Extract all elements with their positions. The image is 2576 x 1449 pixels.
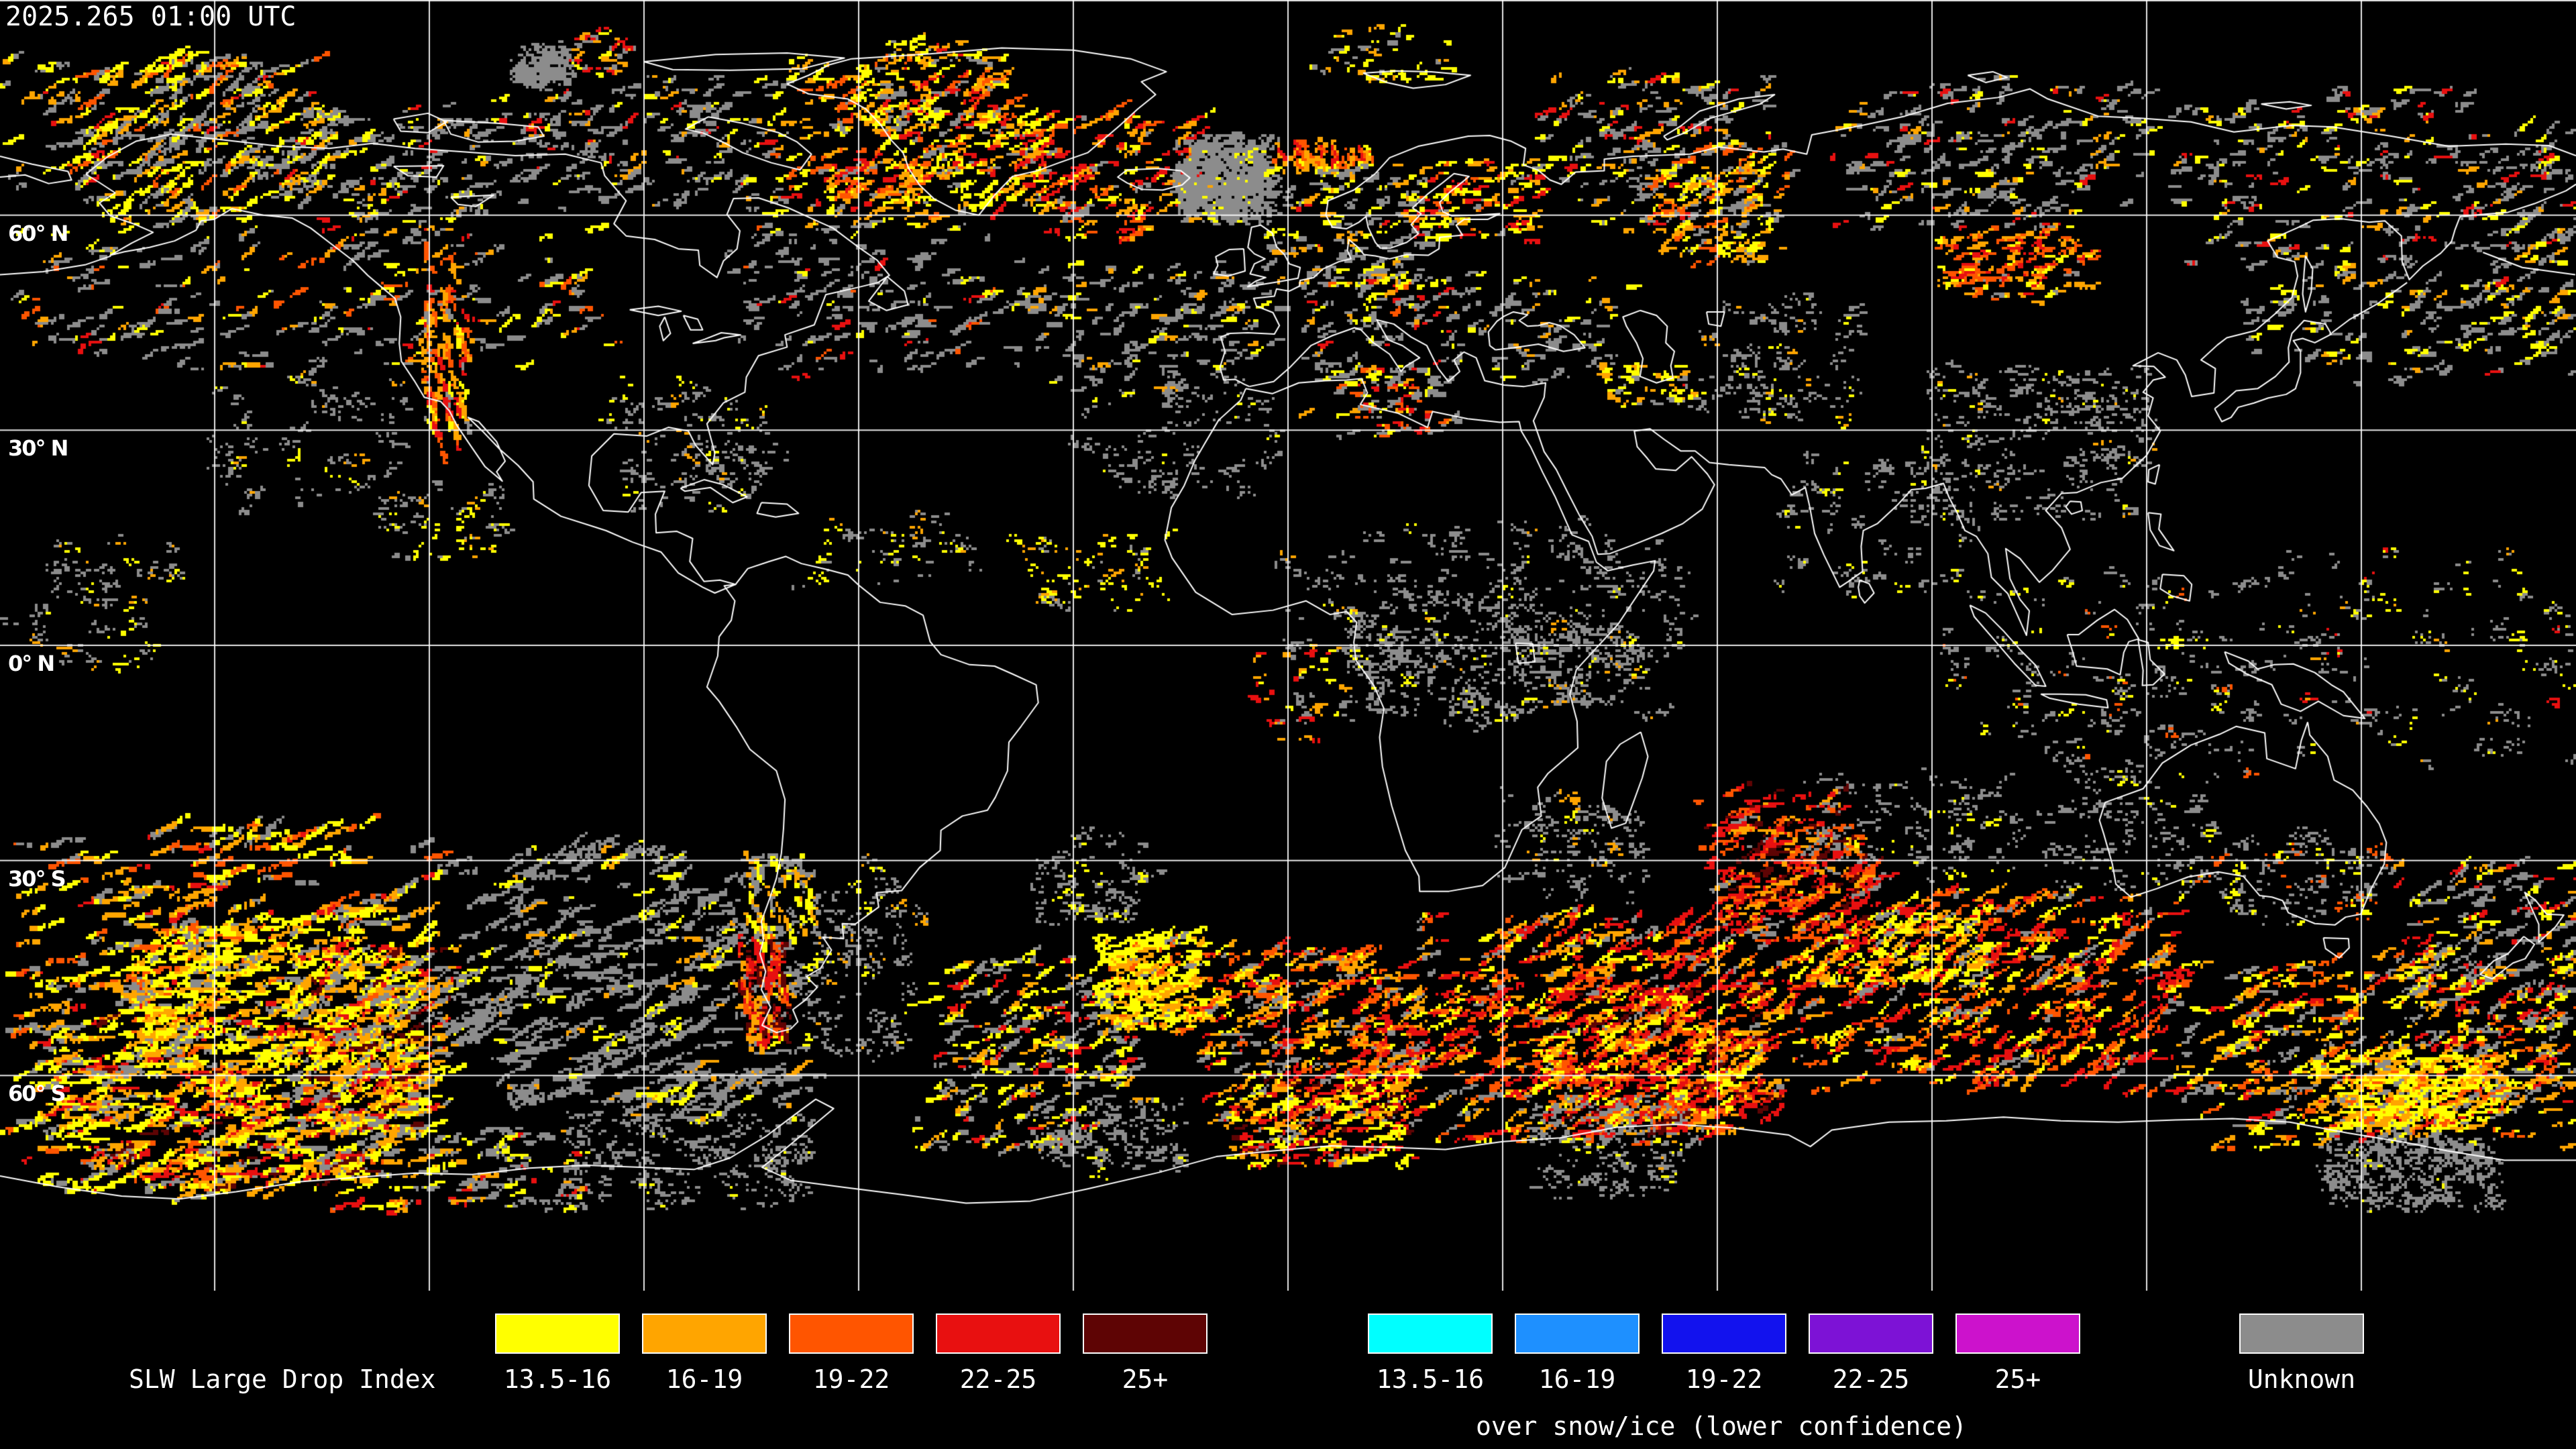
legend-swatch-label: 13.5-16 (503, 1364, 612, 1394)
legend-swatch (1662, 1313, 1786, 1354)
legend-item: 19-22 (789, 1313, 914, 1394)
legend-swatch (495, 1313, 620, 1354)
legend-swatch-label: 22-25 (1832, 1364, 1910, 1394)
legend-swatch (1515, 1313, 1640, 1354)
legend-item: 16-19 (1515, 1313, 1640, 1394)
latitude-label: 60° S (8, 1081, 66, 1107)
legend-swatch-label: 25+ (1122, 1364, 1169, 1394)
timestamp: 2025.265 01:00 UTC (5, 1, 297, 32)
legend-swatch-label: 22-25 (959, 1364, 1037, 1394)
latitude-label: 0° N (8, 651, 55, 676)
legend-swatch (1083, 1313, 1208, 1354)
legend-swatch (1955, 1313, 2080, 1354)
latitude-label: 60° N (8, 220, 68, 246)
legend-item: 25+ (1955, 1313, 2080, 1394)
legend-item: 16-19 (642, 1313, 767, 1394)
legend-unknown-swatch (2239, 1313, 2364, 1354)
legend-unknown-label: Unknown (2247, 1364, 2356, 1394)
legend-item: 22-25 (1809, 1313, 1933, 1394)
legend-swatch (1809, 1313, 1933, 1354)
legend-swatch (642, 1313, 767, 1354)
legend-swatch (936, 1313, 1061, 1354)
latitude-label: 30° N (8, 435, 68, 462)
legend-item: 25+ (1083, 1313, 1208, 1394)
legend-item: 13.5-16 (1368, 1313, 1493, 1394)
legend-swatch-label: 16-19 (665, 1364, 743, 1394)
legend-swatch-label: 25+ (1994, 1364, 2041, 1394)
legend-swatch (1368, 1313, 1493, 1354)
legend-snow-ice-caption: over snow/ice (lower confidence) (1475, 1411, 1968, 1441)
legend-item: 13.5-16 (495, 1313, 620, 1394)
legend-swatch (789, 1313, 914, 1354)
legend-swatch-label: 16-19 (1538, 1364, 1616, 1394)
legend-item: 19-22 (1662, 1313, 1786, 1394)
world-map-canvas (0, 0, 2576, 1291)
legend-swatch-label: 19-22 (812, 1364, 890, 1394)
legend-title: SLW Large Drop Index (129, 1364, 436, 1394)
legend-swatch-label: 19-22 (1685, 1364, 1763, 1394)
legend-swatch-label: 13.5-16 (1376, 1364, 1485, 1394)
legend-unknown-item: Unknown (2239, 1313, 2364, 1394)
legend-item: 22-25 (936, 1313, 1061, 1394)
latitude-label: 30° S (8, 865, 66, 892)
